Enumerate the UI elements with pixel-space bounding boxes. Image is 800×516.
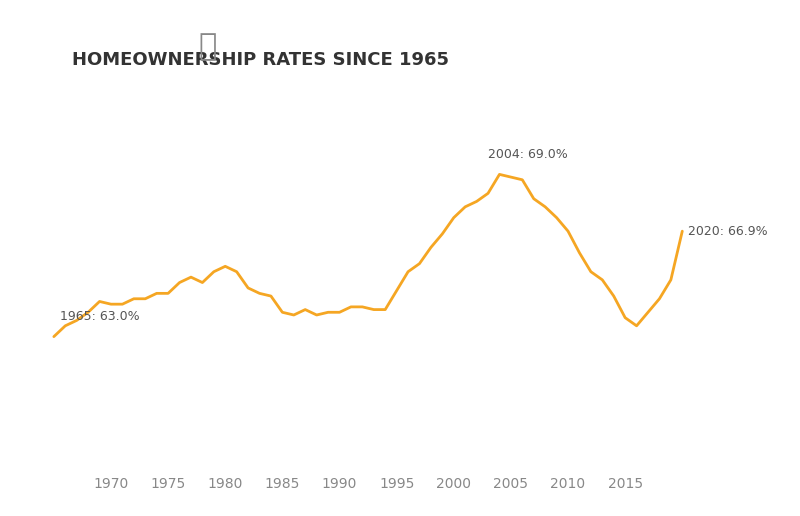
Text: 2004: 69.0%: 2004: 69.0% [488, 148, 568, 161]
Text: HOMEOWNERSHIP RATES SINCE 1965: HOMEOWNERSHIP RATES SINCE 1965 [72, 51, 449, 69]
Text: 1965: 63.0%: 1965: 63.0% [59, 310, 139, 323]
Text: 2020: 66.9%: 2020: 66.9% [688, 224, 768, 238]
Text: 🏠: 🏠 [199, 32, 217, 61]
